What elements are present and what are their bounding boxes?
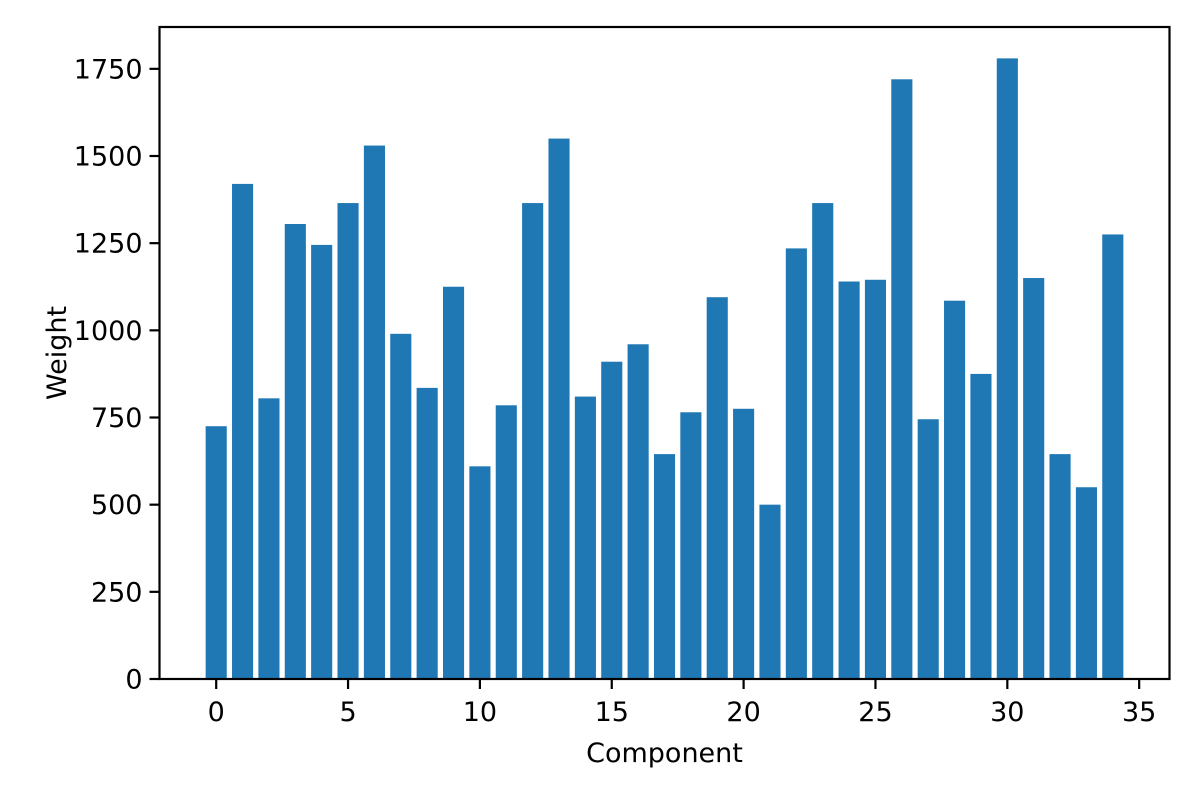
bar-4: [311, 244, 333, 679]
bar-34: [1102, 234, 1124, 679]
bar-21: [759, 504, 781, 679]
y-tick-label: 500: [91, 490, 143, 521]
y-tick-label: 1750: [74, 54, 143, 85]
bar-19: [706, 297, 728, 679]
y-tick-label: 0: [125, 665, 142, 696]
y-axis-label: Weight: [42, 306, 73, 400]
bar-0: [205, 426, 227, 679]
bar-30: [996, 58, 1018, 679]
bar-17: [653, 454, 676, 679]
bar-26: [891, 79, 913, 680]
x-tick-label: 10: [463, 697, 497, 728]
bar-2: [258, 398, 280, 679]
bars-layer: [205, 58, 1124, 680]
bar-27: [917, 419, 939, 679]
bar-9: [442, 286, 465, 679]
bar-15: [601, 361, 623, 679]
bar-12: [522, 203, 544, 679]
y-tick-label: 1500: [74, 142, 143, 173]
x-tick-label: 25: [858, 697, 892, 728]
bar-14: [574, 396, 596, 679]
bar-22: [785, 248, 807, 679]
plot-border: [158, 25, 1171, 681]
y-tick-label: 1000: [74, 316, 143, 347]
bar-8: [416, 387, 438, 679]
bar-23: [812, 203, 834, 679]
bar-24: [838, 281, 860, 679]
bar-28: [944, 300, 966, 679]
bar-29: [970, 373, 992, 679]
bar-10: [469, 466, 491, 679]
bar-18: [680, 412, 702, 679]
x-tick-label: 35: [1122, 697, 1156, 728]
y-tick-label: 1250: [74, 229, 143, 260]
x-tick-label: 20: [726, 697, 760, 728]
x-tick-label: 30: [990, 697, 1024, 728]
bar-7: [390, 333, 412, 679]
x-axis-label: Component: [586, 738, 743, 769]
bar-33: [1075, 487, 1097, 679]
y-tick-label: 250: [91, 577, 143, 608]
axes-layer: 0 5 10 15 20 25 30 35 0 250 500 750 1000 1250 1500 1750: [74, 25, 1171, 728]
bar-3: [284, 223, 306, 680]
bar-31: [1023, 278, 1045, 679]
bar-32: [1049, 454, 1071, 679]
bar-6: [363, 145, 385, 680]
bar-20: [733, 408, 755, 679]
bar-16: [627, 344, 649, 679]
bar-1: [232, 183, 254, 679]
bar-25: [864, 279, 887, 679]
x-tick-label: 5: [339, 697, 356, 728]
bar-5: [337, 203, 359, 679]
x-tick-label: 0: [208, 697, 225, 728]
x-tick-label: 15: [595, 697, 629, 728]
bar-13: [548, 138, 570, 679]
bar-11: [495, 405, 517, 679]
y-tick-label: 750: [91, 403, 143, 434]
